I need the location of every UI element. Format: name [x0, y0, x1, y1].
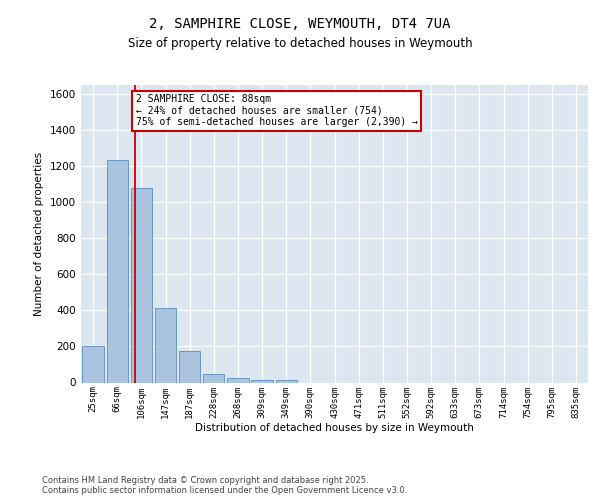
Bar — [179, 351, 200, 382]
Text: 2 SAMPHIRE CLOSE: 88sqm
← 24% of detached houses are smaller (754)
75% of semi-d: 2 SAMPHIRE CLOSE: 88sqm ← 24% of detache… — [136, 94, 418, 127]
X-axis label: Distribution of detached houses by size in Weymouth: Distribution of detached houses by size … — [195, 423, 474, 433]
Bar — [275, 380, 297, 382]
Bar — [107, 160, 128, 382]
Text: 2, SAMPHIRE CLOSE, WEYMOUTH, DT4 7UA: 2, SAMPHIRE CLOSE, WEYMOUTH, DT4 7UA — [149, 18, 451, 32]
Bar — [251, 380, 272, 382]
Y-axis label: Number of detached properties: Number of detached properties — [34, 152, 44, 316]
Text: Size of property relative to detached houses in Weymouth: Size of property relative to detached ho… — [128, 38, 472, 51]
Text: Contains public sector information licensed under the Open Government Licence v3: Contains public sector information licen… — [42, 486, 407, 495]
Text: Contains HM Land Registry data © Crown copyright and database right 2025.: Contains HM Land Registry data © Crown c… — [42, 476, 368, 485]
Bar — [131, 188, 152, 382]
Bar — [82, 346, 104, 383]
Bar — [155, 308, 176, 382]
Bar — [203, 374, 224, 382]
Bar — [227, 378, 248, 382]
